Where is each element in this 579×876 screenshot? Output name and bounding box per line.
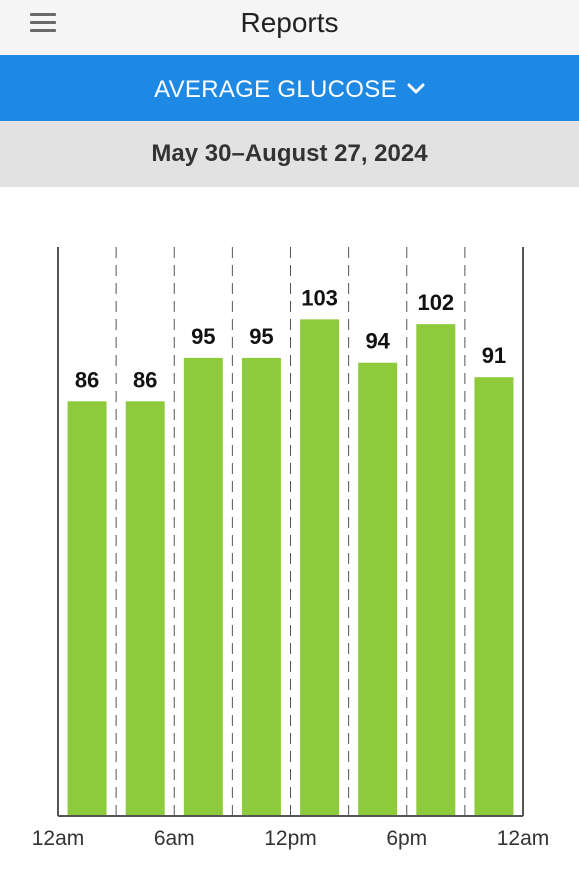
metric-selector-dropdown[interactable]: AVERAGE GLUCOSE	[0, 55, 579, 121]
bar	[183, 357, 223, 816]
data-label: 95	[249, 324, 273, 349]
x-tick-label: 12am	[32, 827, 85, 850]
data-label: 91	[482, 343, 506, 368]
page-title: Reports	[240, 7, 339, 38]
bar	[416, 324, 456, 816]
date-range-bar: May 30–August 27, 2024	[0, 121, 579, 187]
average-glucose-chart: 86 86 95 95 103 94 102 91 12am 6am 12pm 6pm 12am	[0, 187, 579, 871]
metric-selector-button[interactable]: AVERAGE GLUCOSE	[0, 55, 579, 121]
data-label: 86	[75, 367, 99, 392]
bar	[358, 362, 398, 816]
date-range-label: May 30–August 27, 2024	[151, 140, 428, 167]
hamburger-menu-icon[interactable]	[28, 10, 58, 36]
bar	[300, 319, 340, 816]
x-tick-label: 12pm	[264, 827, 317, 850]
metric-selector-label: AVERAGE GLUCOSE	[154, 76, 397, 103]
x-tick-label: 6pm	[386, 827, 427, 850]
data-label: 102	[417, 290, 454, 315]
bar	[474, 377, 514, 816]
data-label: 94	[365, 329, 390, 354]
bar	[67, 401, 107, 816]
data-label: 86	[133, 367, 157, 392]
app-header: Reports	[0, 0, 579, 55]
data-label: 95	[191, 324, 215, 349]
x-tick-label: 6am	[154, 827, 195, 850]
bar-chart-svg: 86 86 95 95 103 94 102 91 12am 6am 12pm 6pm 12am	[32, 247, 550, 850]
bar	[241, 357, 281, 816]
chevron-down-icon	[407, 55, 425, 121]
x-tick-label: 12am	[497, 827, 550, 850]
data-label: 103	[301, 285, 338, 310]
bar	[125, 401, 165, 816]
